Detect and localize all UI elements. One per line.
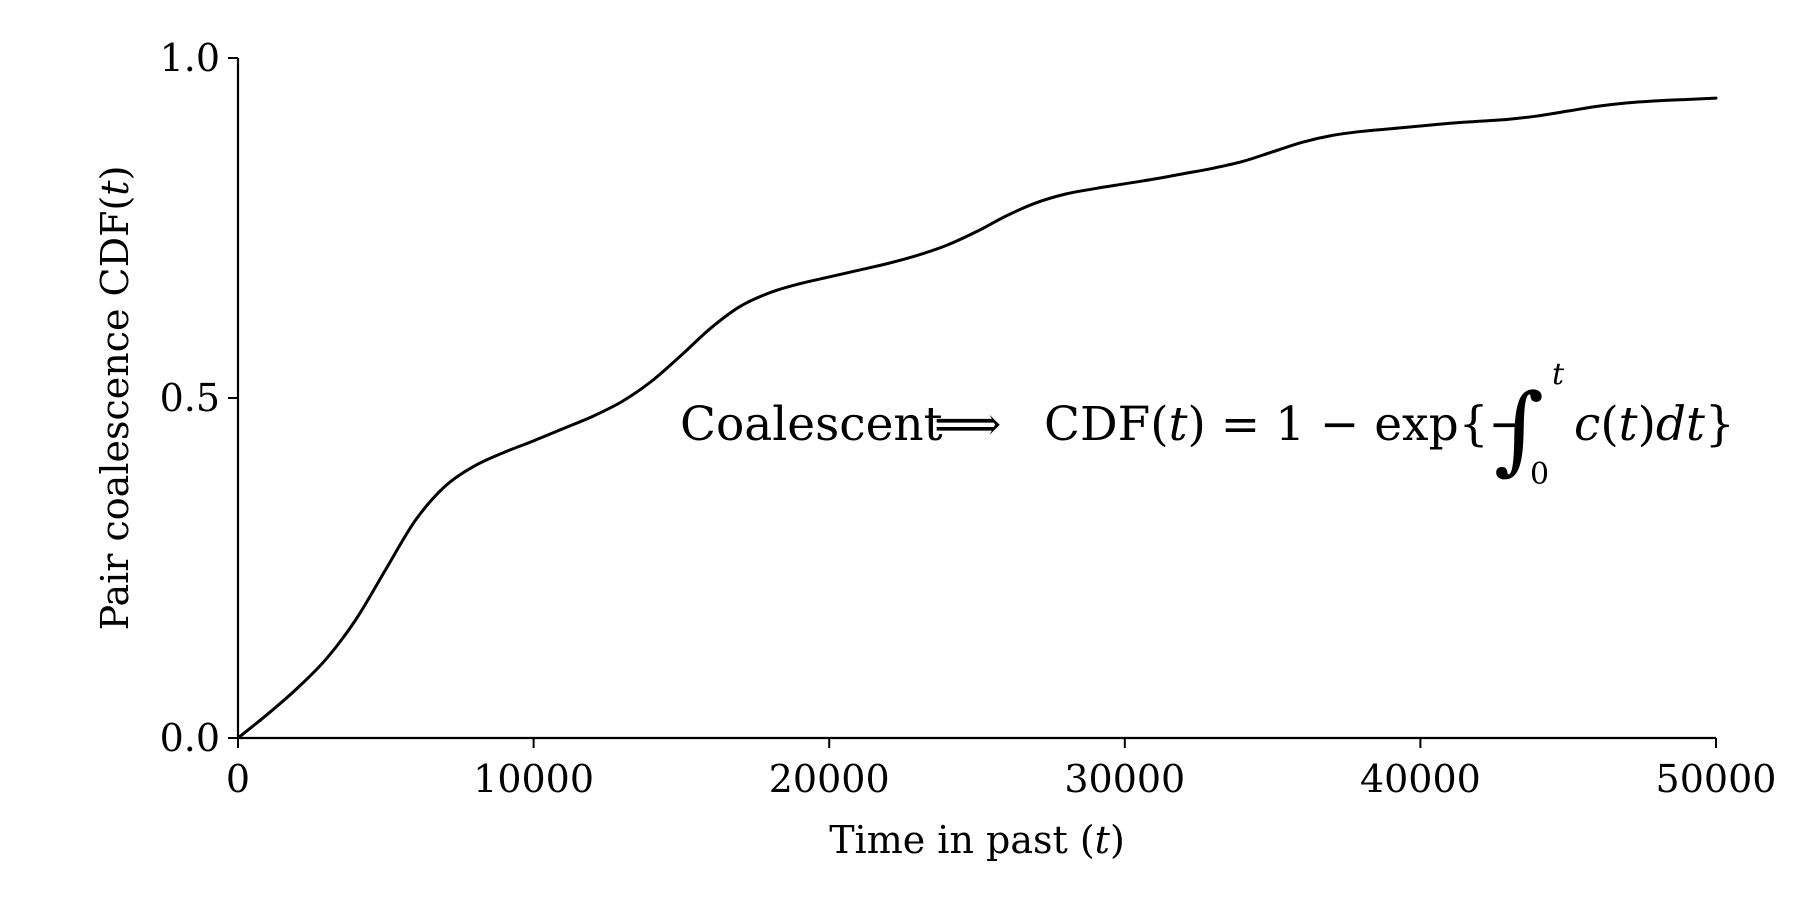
annotation-label: Coalescent (680, 397, 943, 452)
implies-arrow: ⟹ (934, 397, 1001, 452)
x-tick-label: 50000 (1656, 757, 1777, 801)
ticks-layer: 0 10000 20000 30000 40000 50000 0.0 0.5 1.0 (160, 36, 1777, 801)
integral-sign: ∫ (1494, 373, 1544, 485)
integral-upper-limit: t (1552, 357, 1565, 392)
svg-text:c(t)dt}: c(t)dt} (1574, 397, 1735, 452)
x-tick-label: 20000 (769, 757, 890, 801)
x-tick-label: 40000 (1360, 757, 1481, 801)
x-tick-label: 0 (226, 757, 250, 801)
y-tick-label: 0.0 (160, 716, 220, 760)
y-tick-label: 0.5 (160, 376, 220, 420)
integral-lower-limit: 0 (1530, 457, 1549, 492)
x-tick-label: 30000 (1064, 757, 1185, 801)
x-axis-title: Time in past (t) (829, 818, 1125, 862)
formula-annotation: Coalescent ⟹ CDF(t) = 1 − exp{− ∫ t 0 c(… (680, 357, 1735, 492)
cdf-series-line (236, 96, 1718, 740)
svg-text:⟹: ⟹ (934, 397, 1001, 452)
svg-text:Coalescent: Coalescent (680, 397, 943, 452)
svg-text:CDF(t) = 1 − exp{−: CDF(t) = 1 − exp{− (1044, 397, 1528, 452)
y-tick-label: 1.0 (160, 36, 220, 80)
x-tick-label: 10000 (473, 757, 594, 801)
y-axis-title: Pair coalescence CDF(t) (93, 166, 137, 631)
